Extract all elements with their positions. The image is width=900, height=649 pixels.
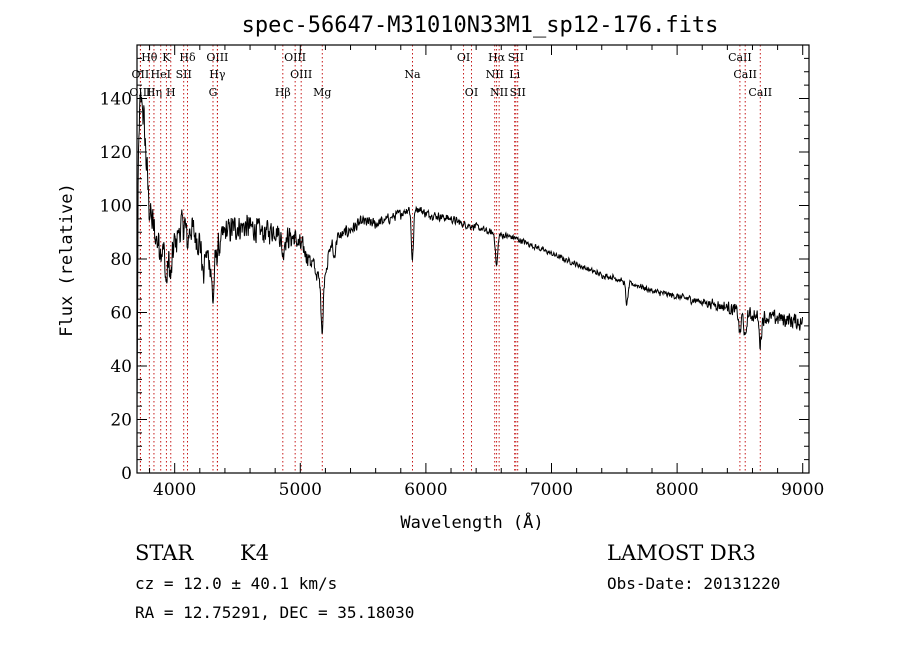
spectral-line-label: CaII xyxy=(748,86,772,99)
spectral-line-label: Hη xyxy=(146,86,162,99)
redshift-velocity: cz = 12.0 ± 40.1 km/s xyxy=(135,574,337,593)
spectral-line-label: K xyxy=(162,51,171,64)
spectral-line-label: Na xyxy=(404,68,421,81)
spectral-line-markers: OIIHθOIIIHηHeIKHSIIHδGOIIIHγHβOIIIOIIIMg… xyxy=(129,45,772,473)
spectral-line-label: OIII xyxy=(284,51,306,64)
spectral-line-label: NII xyxy=(486,68,504,81)
spectral-line-label: Hγ xyxy=(209,68,226,81)
y-tick-label: 40 xyxy=(110,357,132,377)
y-axis-label: Flux (relative) xyxy=(57,183,77,337)
spectral-line-label: OI xyxy=(465,86,478,99)
coordinates: RA = 12.75291, DEC = 35.18030 xyxy=(135,603,414,622)
spectral-line-label: HeI xyxy=(151,68,171,81)
x-axis-ticks: 4000 5000 6000 7000 8000 9000 xyxy=(149,45,824,500)
x-tick-label: 5000 xyxy=(279,480,322,500)
spectral-line-label: Mg xyxy=(313,86,331,99)
spectral-line-label: SII xyxy=(176,68,192,81)
y-tick-label: 60 xyxy=(110,304,132,324)
spectral-line-label: SII xyxy=(510,86,526,99)
spectral-line-label: Hβ xyxy=(275,86,291,99)
y-tick-label: 20 xyxy=(110,411,132,431)
x-tick-label: 8000 xyxy=(655,480,698,500)
spectral-line-label: Hα xyxy=(488,51,506,64)
plot-frame xyxy=(136,44,810,474)
spectral-line-label: G xyxy=(209,86,218,99)
x-tick-label: 4000 xyxy=(153,480,196,500)
object-subclass: K4 xyxy=(240,541,269,565)
spectral-line-label: SII xyxy=(508,51,524,64)
spectral-line-label: CaII xyxy=(733,68,757,81)
spectral-line-label: H xyxy=(166,86,176,99)
spectrum-line xyxy=(136,91,803,416)
object-class: STAR xyxy=(135,541,194,565)
spectral-line-label: OIII xyxy=(290,68,312,81)
y-tick-label: 120 xyxy=(100,143,132,163)
spectral-line-label: Hδ xyxy=(179,51,196,64)
y-tick-label: 140 xyxy=(100,90,132,110)
y-tick-label: 100 xyxy=(100,197,132,217)
survey-release: LAMOST DR3 xyxy=(607,541,756,565)
x-tick-label: 7000 xyxy=(530,480,573,500)
x-tick-label: 9000 xyxy=(781,480,824,500)
spectral-line-label: NII xyxy=(490,86,508,99)
spectral-line-label: CaII xyxy=(728,51,752,64)
y-tick-label: 80 xyxy=(110,250,132,270)
spectrum-series xyxy=(136,91,803,416)
x-axis-label: Wavelength (Å) xyxy=(400,511,543,533)
chart-title: spec-56647-M31010N33M1_sp12-176.fits xyxy=(242,13,719,38)
spectral-line-label: Li xyxy=(509,68,520,81)
observation-date: Obs-Date: 20131220 xyxy=(607,574,780,593)
x-tick-label: 6000 xyxy=(404,480,447,500)
spectral-line-label: OI xyxy=(457,51,470,64)
y-tick-label: 0 xyxy=(121,464,132,484)
spectral-line-label: Hθ xyxy=(141,51,158,64)
y-axis-ticks: 0 20 40 60 80 100 120 140 xyxy=(100,57,809,484)
